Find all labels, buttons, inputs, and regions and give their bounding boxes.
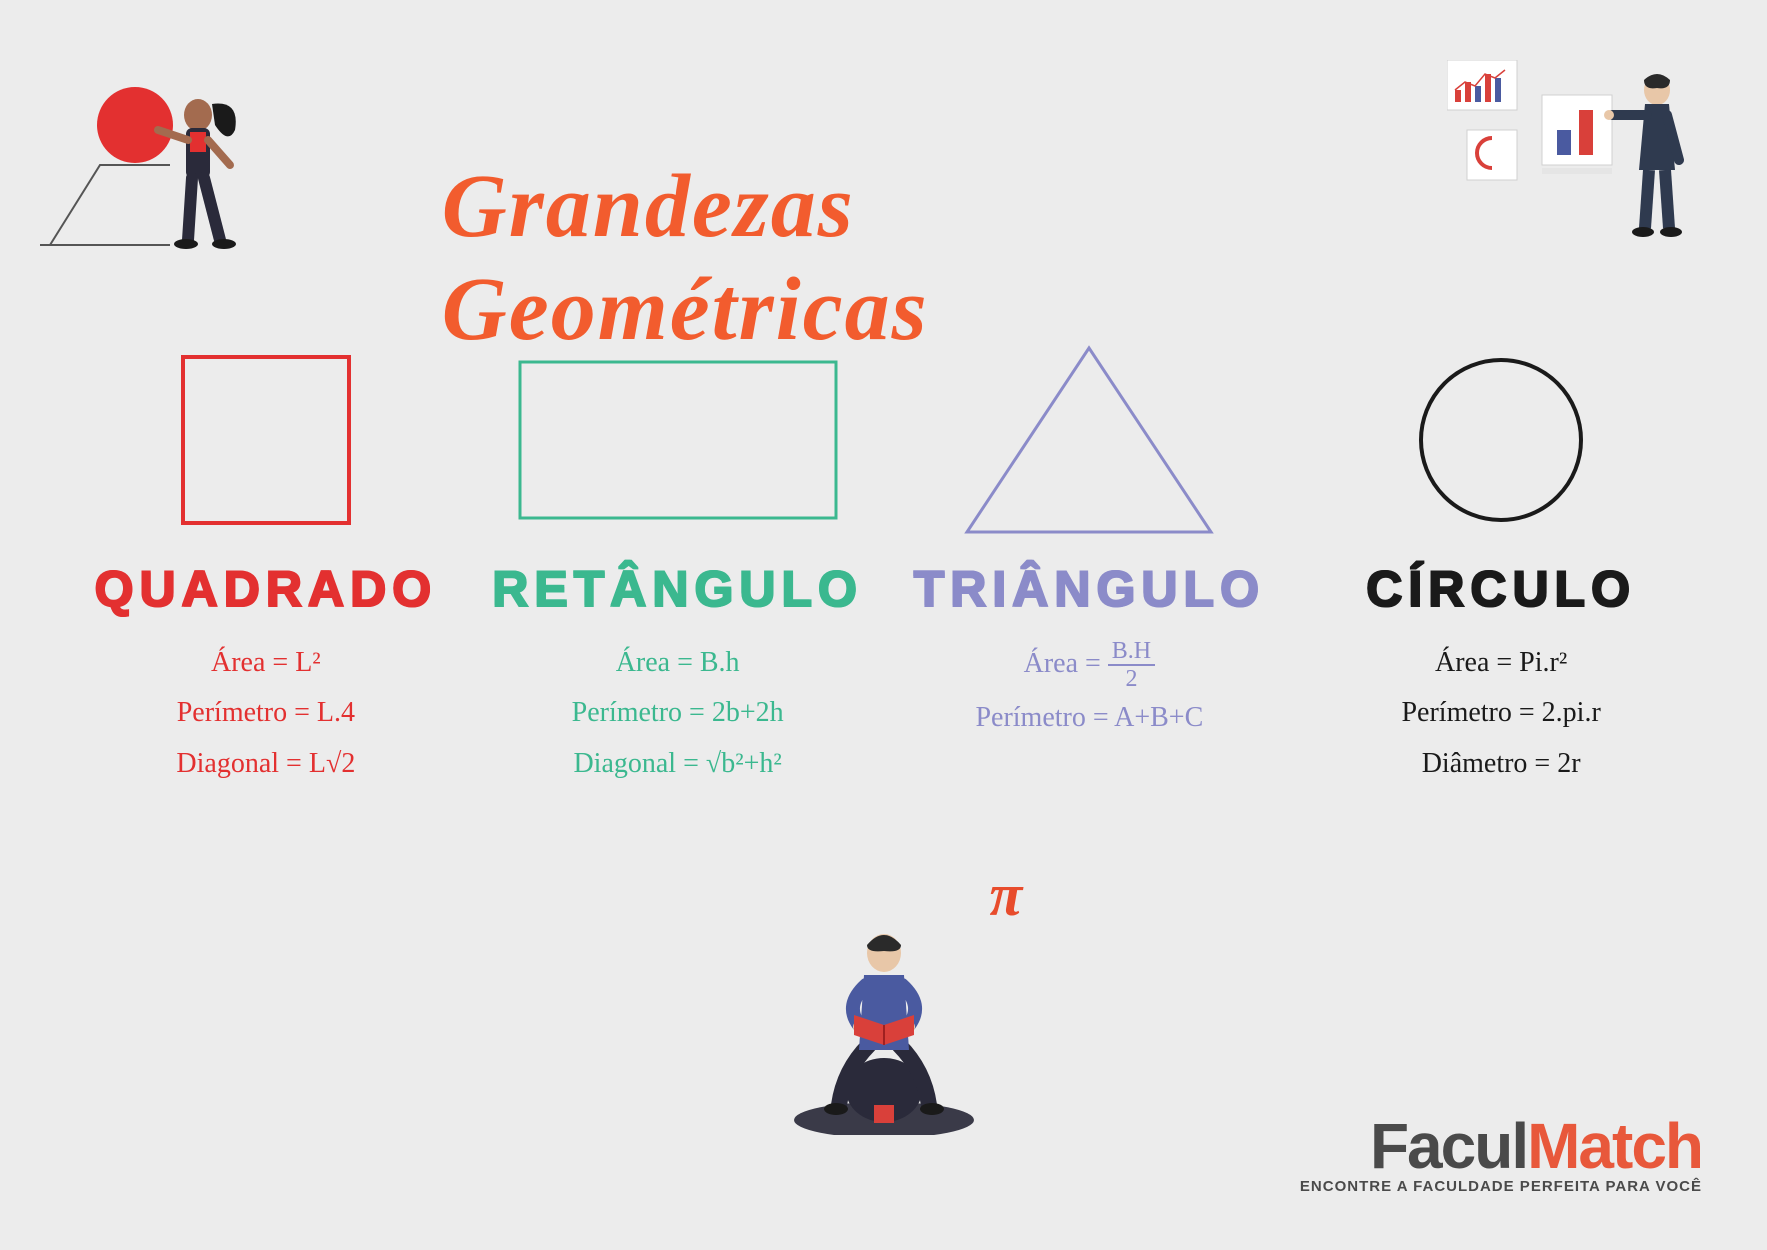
shapes-row: QUADRADO Área = L² Perímetro = L.4 Diago… — [0, 340, 1767, 789]
decoration-person-left — [40, 70, 260, 255]
triangle-perimeter: Perímetro = A+B+C — [975, 693, 1203, 743]
decoration-person-right — [1447, 60, 1707, 245]
triangle-label: TRIÂNGULO — [914, 560, 1265, 618]
circle-shape-icon — [1416, 340, 1586, 540]
triangle-area: Área = B.H 2 — [975, 638, 1203, 693]
rectangle-perimeter: Perímetro = 2b+2h — [572, 688, 784, 738]
rectangle-diagonal: Diagonal = √b²+h² — [572, 739, 784, 789]
shape-square: QUADRADO Área = L² Perímetro = L.4 Diago… — [66, 340, 466, 789]
circle-label: CÍRCULO — [1366, 560, 1636, 618]
circle-formulas: Área = Pi.r² Perímetro = 2.pi.r Diâmetro… — [1401, 638, 1600, 789]
rectangle-area: Área = B.h — [572, 638, 784, 688]
decoration-person-center — [774, 905, 994, 1140]
square-shape-icon — [181, 340, 351, 540]
shape-triangle: TRIÂNGULO Área = B.H 2 Perímetro = A+B+C — [889, 340, 1289, 789]
rectangle-label: RETÂNGULO — [492, 560, 863, 618]
triangle-formulas: Área = B.H 2 Perímetro = A+B+C — [975, 638, 1203, 743]
logo-text: FaculMatch — [1300, 1109, 1702, 1183]
logo: FaculMatch ENCONTRE A FACULDADE PERFEITA… — [1300, 1109, 1702, 1195]
square-label: QUADRADO — [95, 560, 437, 618]
square-formulas: Área = L² Perímetro = L.4 Diagonal = L√2 — [176, 638, 355, 789]
circle-area: Área = Pi.r² — [1401, 638, 1600, 688]
triangle-shape-icon — [959, 340, 1219, 540]
rectangle-formulas: Área = B.h Perímetro = 2b+2h Diagonal = … — [572, 638, 784, 789]
square-diagonal: Diagonal = L√2 — [176, 739, 355, 789]
square-perimeter: Perímetro = L.4 — [176, 688, 355, 738]
shape-circle: CÍRCULO Área = Pi.r² Perímetro = 2.pi.r … — [1301, 340, 1701, 789]
circle-perimeter: Perímetro = 2.pi.r — [1401, 688, 1600, 738]
shape-rectangle: RETÂNGULO Área = B.h Perímetro = 2b+2h D… — [478, 340, 878, 789]
page-title: Grandezas Geométricas — [442, 155, 1326, 361]
circle-diameter: Diâmetro = 2r — [1401, 739, 1600, 789]
logo-tagline: ENCONTRE A FACULDADE PERFEITA PARA VOCÊ — [1300, 1178, 1702, 1195]
pi-symbol: π — [990, 861, 1023, 930]
square-area: Área = L² — [176, 638, 355, 688]
rectangle-shape-icon — [518, 340, 838, 540]
